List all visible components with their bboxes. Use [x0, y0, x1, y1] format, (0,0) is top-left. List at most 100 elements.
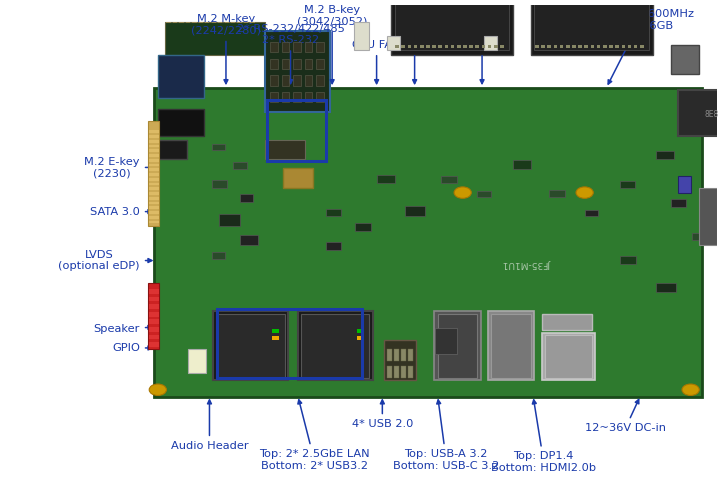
- Bar: [149, 131, 158, 133]
- Bar: [616, 45, 619, 48]
- Bar: [671, 45, 699, 74]
- Bar: [217, 314, 285, 378]
- Bar: [271, 92, 278, 102]
- Bar: [199, 22, 203, 23]
- Bar: [149, 192, 158, 195]
- Bar: [590, 45, 594, 48]
- Bar: [305, 92, 312, 102]
- Bar: [535, 45, 539, 48]
- Bar: [271, 59, 278, 69]
- Bar: [401, 366, 406, 378]
- Bar: [244, 22, 248, 23]
- Bar: [541, 45, 545, 48]
- Bar: [326, 209, 341, 216]
- Bar: [609, 45, 613, 48]
- Bar: [179, 22, 184, 23]
- Bar: [266, 140, 305, 159]
- Text: JF35-M1U1: JF35-M1U1: [503, 259, 552, 268]
- Bar: [271, 42, 278, 52]
- Text: Audio Header: Audio Header: [171, 400, 248, 451]
- Bar: [628, 45, 631, 48]
- Text: M.2 E-key
(2230): M.2 E-key (2230): [84, 156, 155, 178]
- Bar: [487, 45, 491, 48]
- Bar: [545, 335, 592, 378]
- Bar: [387, 366, 392, 378]
- Bar: [640, 45, 644, 48]
- Bar: [477, 191, 491, 197]
- Bar: [272, 336, 279, 340]
- Bar: [149, 206, 158, 209]
- Bar: [149, 187, 158, 190]
- Text: 4* USB 2.0: 4* USB 2.0: [351, 400, 413, 429]
- Bar: [578, 45, 582, 48]
- Text: 12~36V DC-in: 12~36V DC-in: [585, 399, 666, 433]
- Text: 2* DDR5 5600MHz
up to 96GB: 2* DDR5 5600MHz up to 96GB: [588, 10, 693, 84]
- Bar: [233, 162, 248, 169]
- Text: Top: DP1.4
Bottom: HDMI2.0b: Top: DP1.4 Bottom: HDMI2.0b: [491, 400, 596, 473]
- Bar: [485, 36, 497, 50]
- Bar: [534, 0, 649, 50]
- Text: SMBUS: SMBUS: [395, 40, 435, 84]
- Circle shape: [576, 187, 593, 198]
- Bar: [240, 193, 253, 202]
- Bar: [585, 210, 598, 216]
- Bar: [482, 45, 485, 48]
- Bar: [391, 0, 513, 55]
- Bar: [267, 100, 326, 161]
- Bar: [149, 202, 158, 204]
- Bar: [231, 22, 235, 23]
- Bar: [549, 190, 564, 197]
- Bar: [212, 22, 216, 23]
- Bar: [354, 22, 369, 50]
- Bar: [219, 214, 240, 226]
- Bar: [491, 314, 531, 378]
- Bar: [432, 45, 436, 48]
- Bar: [387, 36, 400, 50]
- Bar: [149, 289, 158, 294]
- Bar: [158, 55, 204, 97]
- Bar: [158, 109, 204, 136]
- Bar: [282, 92, 289, 102]
- Bar: [205, 22, 210, 23]
- Bar: [316, 42, 323, 52]
- Bar: [149, 135, 158, 138]
- Bar: [149, 178, 158, 181]
- Bar: [305, 59, 312, 69]
- Bar: [149, 140, 158, 143]
- Bar: [238, 22, 242, 23]
- Bar: [282, 42, 289, 52]
- Bar: [438, 45, 442, 48]
- Bar: [572, 45, 576, 48]
- Bar: [301, 314, 369, 378]
- Bar: [487, 312, 534, 380]
- Bar: [213, 312, 289, 380]
- Bar: [531, 0, 653, 55]
- Text: Speaker: Speaker: [94, 324, 152, 334]
- Text: M.2 B-key
(3042/3052): M.2 B-key (3042/3052): [297, 5, 367, 84]
- Text: LVDS
(optional eDP): LVDS (optional eDP): [58, 250, 152, 271]
- Bar: [384, 340, 416, 380]
- Bar: [316, 92, 323, 102]
- Bar: [541, 314, 592, 330]
- Bar: [154, 88, 701, 397]
- Bar: [149, 144, 158, 147]
- Bar: [149, 168, 158, 171]
- Bar: [451, 45, 454, 48]
- Bar: [305, 75, 312, 86]
- Bar: [469, 45, 473, 48]
- Bar: [149, 154, 158, 157]
- Bar: [438, 314, 477, 378]
- Bar: [408, 366, 413, 378]
- Bar: [441, 176, 457, 183]
- Bar: [149, 159, 158, 162]
- Bar: [316, 59, 323, 69]
- Bar: [284, 168, 313, 188]
- Bar: [149, 173, 158, 176]
- Bar: [297, 312, 373, 380]
- Bar: [240, 235, 258, 245]
- Bar: [148, 283, 159, 349]
- Bar: [266, 31, 330, 112]
- Bar: [149, 327, 158, 332]
- Bar: [541, 333, 595, 380]
- Bar: [149, 216, 158, 219]
